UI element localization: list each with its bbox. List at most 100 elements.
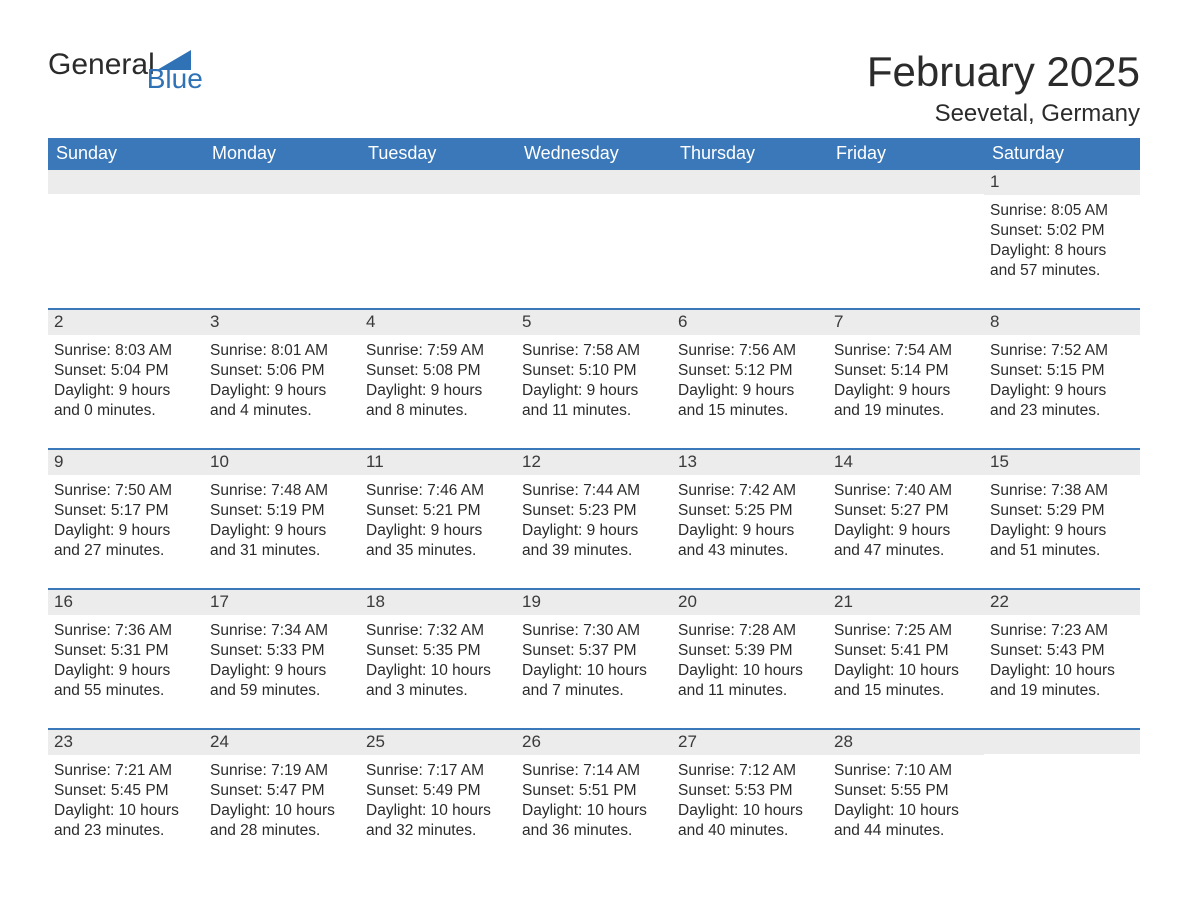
date-number: 18 [360, 590, 516, 615]
sunrise-text: Sunrise: 7:50 AM [54, 481, 198, 501]
daylight2-text: and 4 minutes. [210, 401, 354, 421]
daylight2-text: and 51 minutes. [990, 541, 1134, 561]
daylight2-text: and 31 minutes. [210, 541, 354, 561]
sunrise-text: Sunrise: 8:03 AM [54, 341, 198, 361]
calendar-cell: 10Sunrise: 7:48 AMSunset: 5:19 PMDayligh… [204, 450, 360, 568]
month-title: February 2025 [867, 50, 1140, 94]
week-row: 16Sunrise: 7:36 AMSunset: 5:31 PMDayligh… [48, 588, 1140, 708]
calendar-cell: 18Sunrise: 7:32 AMSunset: 5:35 PMDayligh… [360, 590, 516, 708]
daylight1-text: Daylight: 9 hours [834, 521, 978, 541]
calendar-cell: 27Sunrise: 7:12 AMSunset: 5:53 PMDayligh… [672, 730, 828, 848]
sunrise-text: Sunrise: 7:14 AM [522, 761, 666, 781]
day-header-tuesday: Tuesday [360, 138, 516, 170]
sunset-text: Sunset: 5:27 PM [834, 501, 978, 521]
day-info: Sunrise: 7:36 AMSunset: 5:31 PMDaylight:… [48, 615, 204, 704]
calendar-cell: 26Sunrise: 7:14 AMSunset: 5:51 PMDayligh… [516, 730, 672, 848]
daylight1-text: Daylight: 9 hours [54, 381, 198, 401]
daylight1-text: Daylight: 9 hours [990, 521, 1134, 541]
day-info: Sunrise: 7:17 AMSunset: 5:49 PMDaylight:… [360, 755, 516, 844]
date-number: 25 [360, 730, 516, 755]
daylight1-text: Daylight: 10 hours [678, 661, 822, 681]
daylight2-text: and 32 minutes. [366, 821, 510, 841]
daylight2-text: and 23 minutes. [54, 821, 198, 841]
sunset-text: Sunset: 5:47 PM [210, 781, 354, 801]
calendar-cell: 3Sunrise: 8:01 AMSunset: 5:06 PMDaylight… [204, 310, 360, 428]
daylight2-text: and 3 minutes. [366, 681, 510, 701]
day-header-friday: Friday [828, 138, 984, 170]
day-info: Sunrise: 7:42 AMSunset: 5:25 PMDaylight:… [672, 475, 828, 564]
calendar-cell [984, 730, 1140, 848]
date-number: 5 [516, 310, 672, 335]
sunrise-text: Sunrise: 7:48 AM [210, 481, 354, 501]
sunrise-text: Sunrise: 7:28 AM [678, 621, 822, 641]
sunset-text: Sunset: 5:23 PM [522, 501, 666, 521]
daylight2-text: and 55 minutes. [54, 681, 198, 701]
sunrise-text: Sunrise: 7:56 AM [678, 341, 822, 361]
daylight2-text: and 35 minutes. [366, 541, 510, 561]
date-number: 10 [204, 450, 360, 475]
calendar-cell [516, 170, 672, 288]
day-info: Sunrise: 7:46 AMSunset: 5:21 PMDaylight:… [360, 475, 516, 564]
daylight2-text: and 59 minutes. [210, 681, 354, 701]
calendar-cell: 24Sunrise: 7:19 AMSunset: 5:47 PMDayligh… [204, 730, 360, 848]
sunset-text: Sunset: 5:51 PM [522, 781, 666, 801]
day-info: Sunrise: 7:38 AMSunset: 5:29 PMDaylight:… [984, 475, 1140, 564]
sunset-text: Sunset: 5:55 PM [834, 781, 978, 801]
day-info: Sunrise: 8:03 AMSunset: 5:04 PMDaylight:… [48, 335, 204, 424]
sunrise-text: Sunrise: 7:19 AM [210, 761, 354, 781]
date-number [516, 170, 672, 194]
calendar-cell: 2Sunrise: 8:03 AMSunset: 5:04 PMDaylight… [48, 310, 204, 428]
daylight2-text: and 43 minutes. [678, 541, 822, 561]
daylight1-text: Daylight: 9 hours [834, 381, 978, 401]
calendar-cell [828, 170, 984, 288]
day-info: Sunrise: 7:50 AMSunset: 5:17 PMDaylight:… [48, 475, 204, 564]
sunset-text: Sunset: 5:45 PM [54, 781, 198, 801]
sunrise-text: Sunrise: 7:44 AM [522, 481, 666, 501]
location-label: Seevetal, Germany [867, 100, 1140, 128]
day-info: Sunrise: 7:54 AMSunset: 5:14 PMDaylight:… [828, 335, 984, 424]
sunrise-text: Sunrise: 7:17 AM [366, 761, 510, 781]
sunrise-text: Sunrise: 7:12 AM [678, 761, 822, 781]
calendar-cell [48, 170, 204, 288]
daylight1-text: Daylight: 9 hours [366, 381, 510, 401]
date-number: 27 [672, 730, 828, 755]
week-row: 1Sunrise: 8:05 AMSunset: 5:02 PMDaylight… [48, 170, 1140, 288]
daylight1-text: Daylight: 9 hours [990, 381, 1134, 401]
day-header-wednesday: Wednesday [516, 138, 672, 170]
sunrise-text: Sunrise: 7:21 AM [54, 761, 198, 781]
day-info: Sunrise: 7:32 AMSunset: 5:35 PMDaylight:… [360, 615, 516, 704]
sunrise-text: Sunrise: 7:30 AM [522, 621, 666, 641]
calendar-cell: 1Sunrise: 8:05 AMSunset: 5:02 PMDaylight… [984, 170, 1140, 288]
daylight1-text: Daylight: 8 hours [990, 241, 1134, 261]
day-header-saturday: Saturday [984, 138, 1140, 170]
day-info: Sunrise: 8:05 AMSunset: 5:02 PMDaylight:… [984, 195, 1140, 284]
weeks-container: 1Sunrise: 8:05 AMSunset: 5:02 PMDaylight… [48, 170, 1140, 848]
date-number: 11 [360, 450, 516, 475]
calendar-cell: 5Sunrise: 7:58 AMSunset: 5:10 PMDaylight… [516, 310, 672, 428]
sunset-text: Sunset: 5:02 PM [990, 221, 1134, 241]
sunset-text: Sunset: 5:12 PM [678, 361, 822, 381]
date-number: 28 [828, 730, 984, 755]
sunrise-text: Sunrise: 7:59 AM [366, 341, 510, 361]
daylight1-text: Daylight: 10 hours [990, 661, 1134, 681]
calendar-cell [360, 170, 516, 288]
sunrise-text: Sunrise: 7:40 AM [834, 481, 978, 501]
daylight2-text: and 36 minutes. [522, 821, 666, 841]
date-number: 13 [672, 450, 828, 475]
date-number: 17 [204, 590, 360, 615]
logo-word-blue: Blue [147, 66, 203, 91]
sunrise-text: Sunrise: 8:05 AM [990, 201, 1134, 221]
daylight2-text: and 40 minutes. [678, 821, 822, 841]
daylight2-text: and 11 minutes. [522, 401, 666, 421]
week-row: 2Sunrise: 8:03 AMSunset: 5:04 PMDaylight… [48, 308, 1140, 428]
daylight2-text: and 15 minutes. [834, 681, 978, 701]
sunset-text: Sunset: 5:33 PM [210, 641, 354, 661]
week-row: 23Sunrise: 7:21 AMSunset: 5:45 PMDayligh… [48, 728, 1140, 848]
daylight1-text: Daylight: 10 hours [834, 661, 978, 681]
calendar-cell: 9Sunrise: 7:50 AMSunset: 5:17 PMDaylight… [48, 450, 204, 568]
sunset-text: Sunset: 5:39 PM [678, 641, 822, 661]
daylight1-text: Daylight: 10 hours [54, 801, 198, 821]
calendar-cell: 8Sunrise: 7:52 AMSunset: 5:15 PMDaylight… [984, 310, 1140, 428]
calendar-cell: 6Sunrise: 7:56 AMSunset: 5:12 PMDaylight… [672, 310, 828, 428]
daylight2-text: and 23 minutes. [990, 401, 1134, 421]
